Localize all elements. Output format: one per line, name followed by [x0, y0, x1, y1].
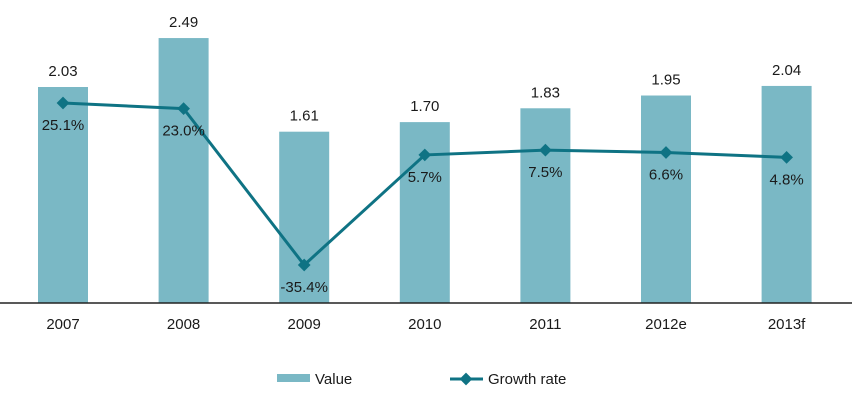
- legend-swatch-value: [277, 374, 310, 382]
- growth-rate-marker-2010: [418, 148, 432, 162]
- bar-2011: [520, 108, 571, 303]
- x-tick-label-2008: 2008: [167, 316, 200, 333]
- growth-rate-marker-2008: [177, 102, 190, 115]
- legend-label-growth-rate: Growth rate: [488, 371, 566, 388]
- x-tick-label-2009: 2009: [288, 316, 321, 333]
- growth-rate-label-2008: 23.0%: [162, 123, 205, 140]
- bar-label-2009: 1.61: [290, 108, 319, 125]
- x-axis-tick-labels: 2007 2008 2009 2010 2011 2012e 2013f: [46, 316, 806, 333]
- bar-label-2013f: 2.04: [772, 62, 801, 79]
- bar-label-2007: 2.03: [48, 63, 77, 80]
- bar-2008: [158, 38, 209, 303]
- growth-rate-label-2011: 7.5%: [528, 164, 562, 181]
- bar-label-2008: 2.49: [169, 14, 198, 31]
- bar-2007: [38, 87, 88, 303]
- growth-rate-label-2013f: 4.8%: [769, 171, 803, 188]
- growth-rate-label-2009: -35.4%: [280, 279, 328, 296]
- growth-rate-label-2012e: 6.6%: [649, 167, 683, 184]
- x-tick-label-2007: 2007: [46, 316, 79, 333]
- x-tick-label-2013f: 2013f: [768, 316, 806, 333]
- legend-label-value: Value: [315, 371, 352, 388]
- growth-rate-marker-2009: [297, 258, 311, 272]
- bar-2012e: [641, 95, 691, 303]
- bar-2013f: [761, 85, 812, 303]
- legend: Value Growth rate: [277, 371, 566, 388]
- x-tick-label-2010: 2010: [408, 316, 441, 333]
- legend-marker-diamond-icon: [459, 372, 473, 386]
- bar-value-labels: 2.03 2.49 1.61 1.70 1.83 1.95 2.04: [48, 14, 801, 125]
- x-tick-label-2012e: 2012e: [645, 316, 687, 333]
- growth-rate-label-2010: 5.7%: [408, 169, 442, 186]
- bar-label-2011: 1.83: [531, 84, 560, 101]
- x-tick-label-2011: 2011: [529, 316, 561, 333]
- bar-label-2012e: 1.95: [651, 72, 680, 89]
- growth-rate-labels: 25.1% 23.0% -35.4% 5.7% 7.5% 6.6% 4.8%: [42, 117, 804, 296]
- growth-rate-label-2007: 25.1%: [42, 117, 85, 134]
- bar-2009: [279, 131, 330, 303]
- bar-label-2010: 1.70: [410, 98, 439, 115]
